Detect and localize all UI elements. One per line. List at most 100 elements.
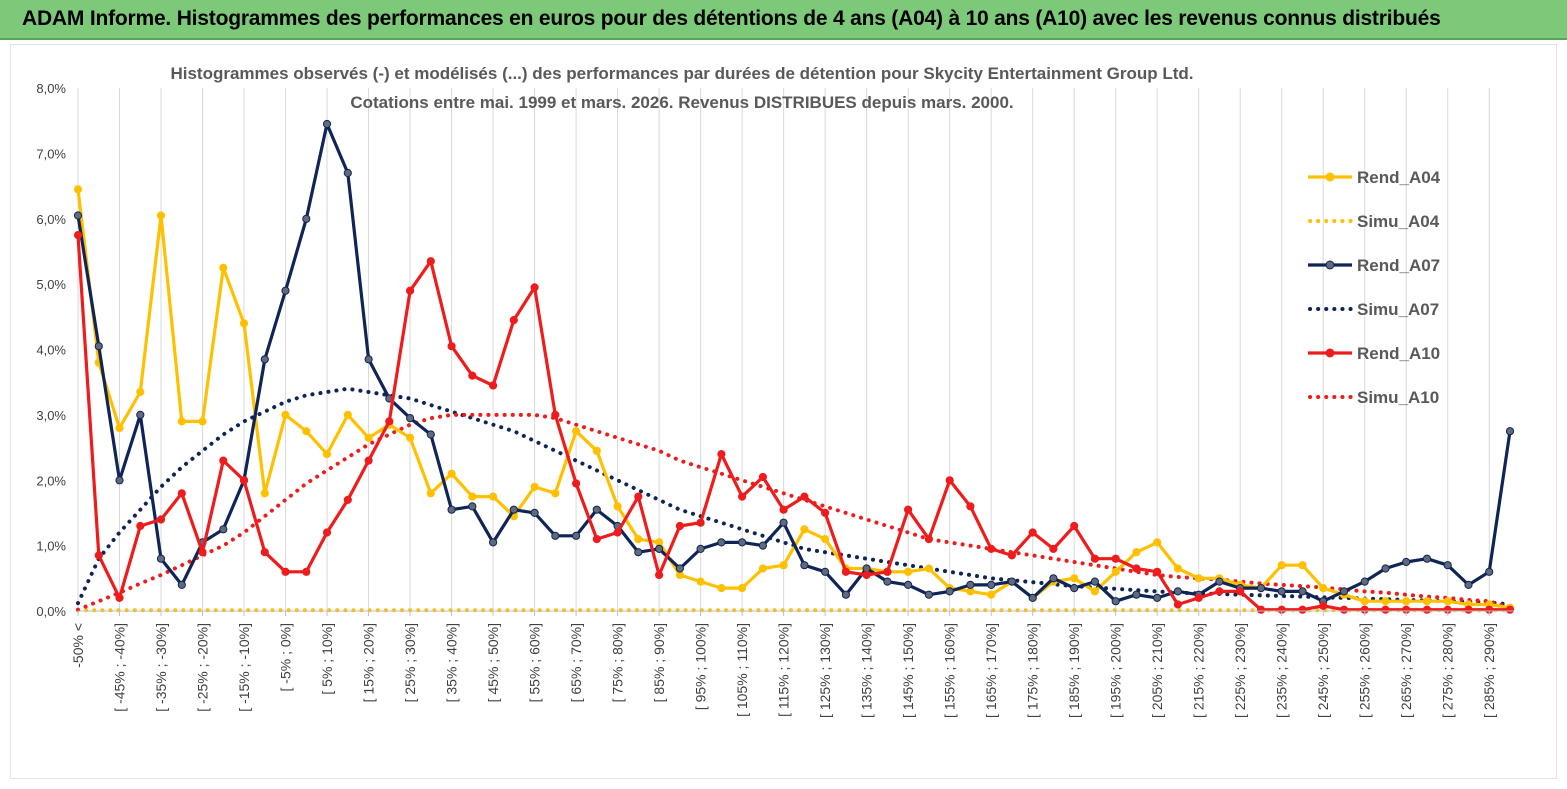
data-point <box>406 286 415 295</box>
data-point <box>136 521 145 531</box>
data-point <box>1215 577 1224 586</box>
data-point <box>1360 577 1369 586</box>
data-point <box>904 580 913 590</box>
data-point <box>426 430 435 439</box>
x-tick-label: [ 95% ; 100%] <box>693 623 709 710</box>
data-point <box>738 492 747 501</box>
data-point <box>73 231 83 240</box>
data-point <box>468 502 477 511</box>
data-point <box>364 433 373 442</box>
data-point <box>966 502 975 511</box>
data-point <box>924 590 934 599</box>
data-point <box>1443 597 1452 606</box>
legend-label: Simu_A07 <box>1357 300 1439 319</box>
data-point <box>1298 561 1307 570</box>
data-point <box>1277 587 1286 596</box>
legend: Rend_A04 Simu_A04 Rend_A07 Simu_A07 Rend_A10… <box>1308 168 1441 407</box>
data-point <box>779 561 788 570</box>
data-point <box>1173 564 1183 573</box>
x-tick-label: [ 35% ; 40%] <box>444 623 460 702</box>
data-point <box>1360 597 1369 606</box>
data-point <box>717 584 726 593</box>
data-point <box>156 515 166 524</box>
legend-label: Rend_A04 <box>1357 168 1441 187</box>
data-point <box>322 528 332 537</box>
data-point <box>1049 574 1058 583</box>
x-tick-label: [ 55% ; 60%] <box>527 623 543 702</box>
y-tick-label: 1,0% <box>36 539 66 554</box>
x-tick-label: [ 65% ; 70%] <box>568 623 584 702</box>
series-line <box>76 233 1512 612</box>
data-point <box>551 410 560 419</box>
x-tick-label: [ 225% ; 230%] <box>1232 623 1248 718</box>
data-point <box>821 508 830 518</box>
x-tick-label: [ 185% ; 190%] <box>1066 623 1082 718</box>
data-point <box>406 414 415 423</box>
data-point <box>945 587 954 596</box>
data-point <box>239 476 249 485</box>
data-point <box>592 535 601 544</box>
data-point <box>551 489 560 498</box>
data-point <box>1153 593 1162 603</box>
data-point <box>260 355 269 364</box>
data-point <box>1153 538 1162 547</box>
data-point <box>1090 554 1100 563</box>
data-point <box>779 518 788 527</box>
data-point <box>779 505 788 514</box>
legend-label: Rend_A10 <box>1357 344 1440 363</box>
data-point <box>219 456 228 465</box>
data-point <box>572 479 581 488</box>
data-point <box>1422 605 1432 614</box>
legend-label: Rend_A07 <box>1357 256 1440 275</box>
series-line <box>76 412 1512 612</box>
x-tick-label: [ -5% ; 0%] <box>278 623 294 691</box>
data-point <box>447 469 456 478</box>
data-point <box>260 548 269 557</box>
data-point <box>281 410 290 419</box>
data-point <box>1339 587 1349 596</box>
data-point <box>613 528 622 537</box>
data-point <box>1132 564 1141 573</box>
data-point <box>738 584 747 593</box>
data-point <box>115 423 124 433</box>
data-point <box>696 544 705 554</box>
y-tick-label: 5,0% <box>36 277 66 292</box>
data-point <box>1381 605 1390 614</box>
data-point <box>364 456 373 465</box>
data-point <box>530 283 539 292</box>
x-tick-label: [ 85% ; 90%] <box>651 623 667 702</box>
x-tick-label: [ 205% ; 210%] <box>1149 623 1165 718</box>
data-point <box>800 561 809 570</box>
y-tick-label: 3,0% <box>36 408 66 423</box>
data-point <box>1028 528 1037 537</box>
data-point <box>1111 567 1120 576</box>
data-point <box>924 564 934 573</box>
y-tick-label: 0,0% <box>36 604 66 619</box>
data-point <box>364 355 373 364</box>
data-point <box>924 535 934 544</box>
data-point <box>136 387 145 397</box>
data-point <box>281 286 290 295</box>
data-point <box>1256 605 1266 614</box>
legend-entry: Simu_A10 <box>1308 388 1439 407</box>
data-point <box>738 538 747 547</box>
data-point <box>862 570 871 580</box>
data-point <box>385 417 394 426</box>
data-point <box>1298 587 1307 596</box>
data-point <box>717 538 726 547</box>
data-point <box>987 580 996 590</box>
data-point <box>1381 597 1390 606</box>
data-point <box>1277 561 1286 570</box>
data-point <box>1319 584 1328 593</box>
data-point <box>572 531 581 540</box>
legend-entry: Rend_A07 <box>1308 256 1440 275</box>
data-point <box>302 427 311 436</box>
data-point <box>94 551 103 560</box>
data-point <box>198 417 207 426</box>
data-point <box>1236 587 1245 596</box>
data-point <box>343 495 352 504</box>
data-point <box>634 492 643 501</box>
legend-marker <box>1325 172 1335 182</box>
data-point <box>1422 554 1432 563</box>
